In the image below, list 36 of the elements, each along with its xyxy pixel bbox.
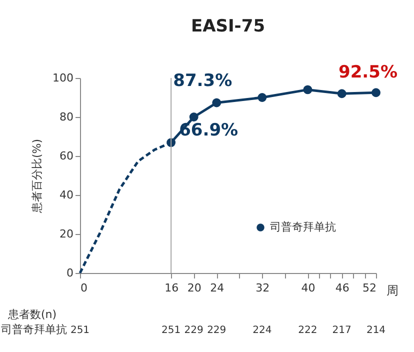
y-axis-title: 患者百分比(%)	[30, 138, 44, 214]
y-tick-label: 40	[60, 188, 74, 202]
text: 229	[207, 325, 226, 336]
point	[258, 93, 267, 102]
x-tick-label: 46	[335, 282, 350, 294]
y-tick-label: 20	[60, 228, 74, 240]
x-tick-label: 16	[164, 282, 179, 294]
x-tick-label: 52	[362, 282, 376, 294]
text: 222	[298, 325, 318, 336]
y-tick-label: 100	[52, 72, 74, 84]
x-tick-label: 32	[256, 282, 270, 294]
text: 224	[252, 325, 272, 336]
chart-title: EASI-75	[190, 16, 266, 37]
point	[337, 89, 346, 98]
x-tick-label: 24	[210, 282, 224, 294]
legend-label: 司普奇拜单抗	[270, 220, 336, 234]
annotation: 92.5%	[338, 62, 398, 83]
y-tick-label: 0	[66, 266, 74, 280]
text: 251	[70, 325, 90, 336]
x-tick-label: 20	[187, 282, 202, 294]
point	[189, 112, 198, 122]
x-axis-title: 周	[386, 284, 398, 298]
text: 214	[366, 325, 386, 336]
text: 217	[332, 325, 352, 336]
annotation: 87.3%	[173, 70, 232, 91]
y-tick-label: 60	[60, 150, 74, 162]
point	[212, 98, 222, 108]
y-tick-label: 80	[60, 110, 74, 124]
x-tick-label: 40	[301, 282, 316, 294]
text: 229	[184, 325, 204, 336]
text: 司普奇拜单抗	[1, 323, 67, 336]
text: 251	[162, 325, 181, 336]
point	[372, 88, 380, 98]
text: 患者数(n)	[7, 308, 57, 321]
x-tick-label: 0	[80, 282, 88, 294]
point	[303, 85, 312, 94]
